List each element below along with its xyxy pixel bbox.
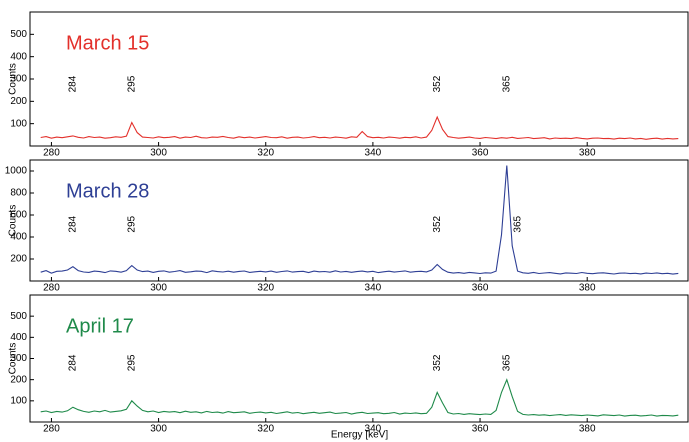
peak-label: 295 (126, 215, 137, 232)
x-tick-label: 340 (365, 424, 382, 435)
x-tick-label: 300 (150, 148, 167, 159)
peak-label: 352 (432, 75, 443, 92)
x-tick-label: 280 (43, 148, 60, 159)
y-tick-label: 300 (10, 353, 27, 364)
y-tick-label: 400 (10, 332, 27, 343)
spectrum-line (40, 115, 679, 140)
panel-title: April 17 (66, 315, 134, 337)
y-tick-label: 200 (10, 96, 27, 107)
panel-frame (29, 159, 689, 282)
y-axis-label: Counts (8, 63, 19, 95)
peak-label: 295 (126, 75, 137, 92)
x-tick-label: 300 (150, 283, 167, 294)
y-axis-label: Counts (8, 343, 19, 375)
y-tick-label: 200 (10, 374, 27, 385)
y-tick-label: 600 (10, 210, 27, 221)
y-tick-label: 500 (10, 29, 27, 40)
y-tick-label: 200 (10, 254, 27, 265)
x-tick-label: 300 (150, 424, 167, 435)
panel-title: March 15 (66, 32, 149, 54)
y-tick-label: 800 (10, 188, 27, 199)
y-tick-label: 500 (10, 311, 27, 322)
x-tick-label: 280 (43, 424, 60, 435)
x-tick-label: 340 (365, 283, 382, 294)
x-tick-label: 380 (579, 148, 596, 159)
x-tick-label: 360 (472, 283, 489, 294)
y-tick-label: 300 (10, 74, 27, 85)
x-tick-label: 360 (472, 424, 489, 435)
peak-label: 365 (501, 354, 512, 371)
peak-label: 284 (68, 75, 79, 92)
x-tick-label: 380 (579, 424, 596, 435)
x-tick-label: 360 (472, 148, 489, 159)
peak-label: 352 (432, 354, 443, 371)
peak-label: 284 (68, 215, 79, 232)
peak-label: 365 (512, 215, 523, 232)
x-tick-label: 280 (43, 283, 60, 294)
x-tick-label: 320 (257, 148, 274, 159)
y-tick-label: 400 (10, 232, 27, 243)
x-axis-label: Energy [keV] (331, 430, 388, 441)
y-tick-label: 1000 (5, 166, 28, 177)
x-tick-label: 320 (257, 424, 274, 435)
peak-label: 295 (126, 354, 137, 371)
panel-title: March 28 (66, 180, 149, 202)
y-axis-label: Counts (8, 205, 19, 237)
x-tick-label: 380 (579, 283, 596, 294)
spectrum-line (40, 378, 679, 417)
x-tick-label: 320 (257, 283, 274, 294)
peak-label: 365 (501, 75, 512, 92)
y-tick-label: 400 (10, 51, 27, 62)
peak-label: 352 (432, 215, 443, 232)
y-tick-label: 100 (10, 395, 27, 406)
peak-label: 284 (68, 354, 79, 371)
y-tick-label: 100 (10, 118, 27, 129)
x-tick-label: 340 (365, 148, 382, 159)
spectrum-line (40, 165, 679, 275)
